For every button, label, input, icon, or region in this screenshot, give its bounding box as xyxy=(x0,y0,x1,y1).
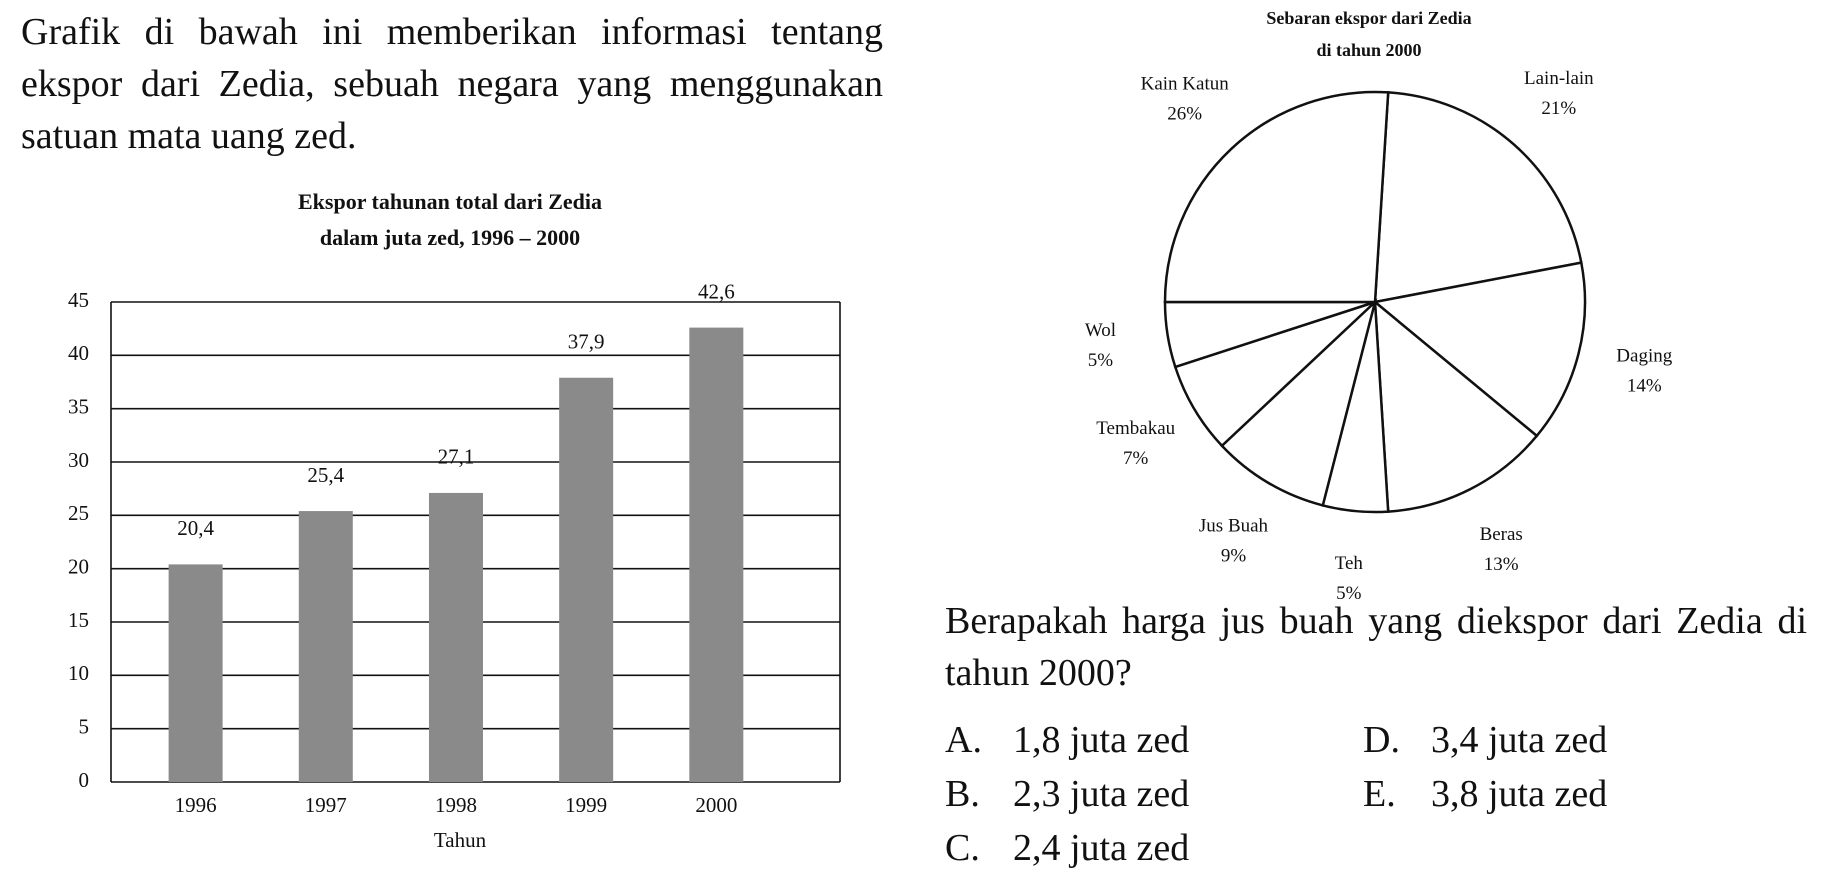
x-tick-label: 1999 xyxy=(565,793,607,817)
slice-value-label: 5% xyxy=(1336,583,1362,604)
option-letter: D. xyxy=(1363,719,1400,761)
option-text: 3,8 juta zed xyxy=(1431,773,1608,815)
slice-label: Wol xyxy=(1085,320,1116,341)
x-axis-label: Tahun xyxy=(434,828,487,852)
pie-slice xyxy=(1373,91,1583,304)
option-letter: C. xyxy=(945,827,980,869)
bar xyxy=(298,511,353,782)
slice-label: Daging xyxy=(1616,345,1672,366)
slice-value-label: 7% xyxy=(1123,448,1149,469)
y-tick-label: 15 xyxy=(68,608,89,632)
pie-slice xyxy=(1372,261,1587,438)
chart-subtitle: di tahun 2000 xyxy=(1316,40,1421,60)
y-tick-label: 25 xyxy=(68,501,89,525)
slice-value-label: 5% xyxy=(1088,350,1114,371)
slice-value-label: 9% xyxy=(1221,546,1247,567)
slice-value-label: 26% xyxy=(1167,104,1202,125)
value-label: 27,1 xyxy=(438,445,475,469)
y-tick-label: 20 xyxy=(68,554,89,578)
slice-label: Jus Buah xyxy=(1199,516,1269,537)
bar xyxy=(168,564,223,782)
y-tick-label: 5 xyxy=(79,714,90,738)
bar xyxy=(559,377,614,782)
value-label: 42,6 xyxy=(698,279,735,303)
slice-value-label: 21% xyxy=(1541,98,1576,119)
option-text: 2,4 juta zed xyxy=(1013,827,1190,869)
value-label: 25,4 xyxy=(307,463,344,487)
slice-label: Tembakau xyxy=(1096,418,1175,439)
slice-label: Beras xyxy=(1480,524,1523,545)
y-tick-label: 10 xyxy=(68,661,89,685)
pie-slice xyxy=(1220,298,1378,507)
intro-text: Grafik di bawah ini memberikan informasi… xyxy=(21,11,883,157)
question-text: Berapakah harga jus buah yang diekspor d… xyxy=(945,600,1807,694)
y-tick-label: 30 xyxy=(68,448,89,472)
x-tick-label: 1996 xyxy=(175,793,217,817)
x-tick-label: 1998 xyxy=(435,793,477,817)
option-letter: A. xyxy=(945,719,982,761)
x-tick-label: 2000 xyxy=(695,793,737,817)
option-letter: B. xyxy=(945,773,980,815)
y-tick-label: 0 xyxy=(79,768,90,792)
slice-label: Teh xyxy=(1335,553,1364,574)
chart-title: Ekspor tahunan total dari Zedia xyxy=(298,189,602,214)
y-tick-label: 45 xyxy=(68,288,89,312)
y-tick-label: 35 xyxy=(68,394,89,418)
chart-subtitle: dalam juta zed, 1996 – 2000 xyxy=(320,225,580,250)
value-label: 37,9 xyxy=(568,330,605,354)
option-letter: E. xyxy=(1363,773,1396,815)
bar xyxy=(689,327,744,782)
chart-title: Sebaran ekspor dari Zedia xyxy=(1266,8,1471,28)
slice-value-label: 13% xyxy=(1484,554,1519,575)
slice-label: Lain-lain xyxy=(1524,68,1594,89)
slice-label: Kain Katun xyxy=(1141,74,1230,95)
pie-slice xyxy=(1373,299,1539,513)
x-tick-label: 1997 xyxy=(305,793,347,817)
pie-slice xyxy=(1163,90,1390,304)
option-text: 1,8 juta zed xyxy=(1013,719,1190,761)
option-text: 2,3 juta zed xyxy=(1013,773,1190,815)
option-text: 3,4 juta zed xyxy=(1431,719,1608,761)
value-label: 20,4 xyxy=(177,516,214,540)
slice-value-label: 14% xyxy=(1627,375,1662,396)
bar xyxy=(428,492,483,782)
y-tick-label: 40 xyxy=(68,341,89,365)
